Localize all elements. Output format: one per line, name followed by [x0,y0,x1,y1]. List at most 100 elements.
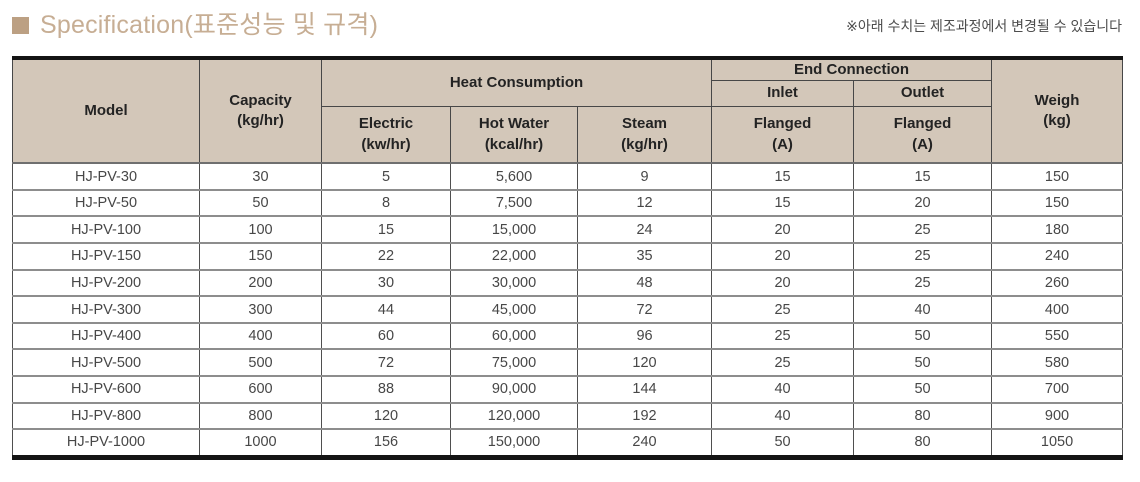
cell-electric: 88 [321,375,451,403]
cell-model: HJ-PV-200 [12,268,200,297]
table-row: HJ-PV-400 400 60 60,000 96 25 50 550 [12,321,1124,350]
col-header-capacity-unit: (kg/hr) [237,111,284,129]
col-header-weight-label: Weigh [1034,91,1080,109]
cell-electric: 5 [321,162,451,190]
cell-electric: 120 [321,401,451,430]
cell-outlet: 80 [853,428,993,458]
cell-weight: 180 [991,215,1124,244]
table-row: HJ-PV-800 800 120 120,000 192 40 80 900 [12,401,1124,430]
cell-outlet: 25 [853,215,993,244]
col-header-hot-water-label: Hot Water [478,115,550,133]
header-row-1: Model Capacity (kg/hr) Heat Consumption … [12,57,1124,164]
cell-steam: 96 [576,321,713,350]
cell-model: HJ-PV-1000 [12,428,200,458]
cell-outlet: 20 [853,188,993,217]
specification-table: Model Capacity (kg/hr) Heat Consumption … [12,55,1124,460]
cell-electric: 60 [321,321,451,350]
table-row: HJ-PV-500 500 72 75,000 120 25 50 580 [12,348,1124,376]
col-header-inlet-flanged: Flanged (A) [711,105,855,164]
cell-model: HJ-PV-150 [12,242,200,270]
header-row-3: Electric (kw/hr) Hot Water (kcal/hr) Ste… [13,105,1123,164]
section-heading: Specification(표준성능 및 규격) [12,11,379,40]
cell-model: HJ-PV-500 [12,348,200,376]
cell-electric: 15 [321,215,451,244]
table-row: HJ-PV-200 200 30 30,000 48 20 25 260 [12,268,1124,297]
cell-weight: 1050 [991,428,1124,458]
col-header-weight: Weigh (kg) [991,57,1124,164]
col-header-electric-label: Electric [358,115,414,133]
cell-capacity: 300 [199,295,322,323]
cell-capacity: 150 [199,242,322,270]
cell-model: HJ-PV-400 [12,321,200,350]
cell-steam: 144 [576,375,713,403]
table-row: HJ-PV-100 100 15 15,000 24 20 25 180 [12,215,1124,244]
cell-outlet: 50 [853,375,993,403]
cell-outlet: 15 [853,162,993,190]
table-row: HJ-PV-30 30 5 5,600 9 15 15 150 [12,162,1124,190]
header-row-2: Inlet Outlet [13,79,1123,107]
cell-steam: 24 [576,215,713,244]
cell-inlet: 40 [711,401,855,430]
cell-weight: 150 [991,162,1124,190]
cell-hot_water: 150,000 [450,428,578,458]
col-header-inlet-flanged-label: Flanged [753,115,812,133]
cell-model: HJ-PV-600 [12,375,200,403]
col-header-outlet: Outlet [853,79,993,107]
cell-electric: 30 [321,268,451,297]
col-header-electric: Electric (kw/hr) [321,105,451,164]
col-header-hot-water-unit: (kcal/hr) [484,135,544,153]
cell-steam: 12 [576,188,713,217]
cell-outlet: 80 [853,401,993,430]
col-header-outlet-flanged-label: Flanged [893,115,952,133]
col-header-steam-label: Steam [621,115,668,133]
col-header-capacity: Capacity (kg/hr) [199,57,322,164]
cell-steam: 240 [576,428,713,458]
cell-inlet: 25 [711,321,855,350]
section-bullet-icon [12,17,29,35]
col-header-steam: Steam (kg/hr) [576,105,713,164]
cell-capacity: 600 [199,375,322,403]
col-header-inlet-flanged-unit: (A) [772,135,793,153]
col-header-weight-unit: (kg) [1043,111,1071,129]
table-header: Model Capacity (kg/hr) Heat Consumption … [12,57,1124,164]
cell-hot_water: 15,000 [450,215,578,244]
cell-weight: 260 [991,268,1124,297]
page-title: Specification(표준성능 및 규격) [40,11,379,39]
cell-capacity: 400 [199,321,322,350]
cell-inlet: 20 [711,215,855,244]
cell-hot_water: 30,000 [450,268,578,297]
table-row: HJ-PV-50 50 8 7,500 12 15 20 150 [12,188,1124,217]
cell-model: HJ-PV-100 [12,215,200,244]
cell-steam: 9 [576,162,713,190]
cell-inlet: 20 [711,242,855,270]
cell-inlet: 25 [711,348,855,376]
cell-inlet: 50 [711,428,855,458]
cell-hot_water: 22,000 [450,242,578,270]
cell-outlet: 25 [853,268,993,297]
cell-electric: 22 [321,242,451,270]
cell-steam: 48 [576,268,713,297]
spec-sheet-page: Specification(표준성능 및 규격) ※아래 수치는 제조과정에서 … [12,11,1124,460]
cell-capacity: 200 [199,268,322,297]
table-row: HJ-PV-600 600 88 90,000 144 40 50 700 [12,375,1124,403]
cell-capacity: 1000 [199,428,322,458]
cell-capacity: 50 [199,188,322,217]
cell-model: HJ-PV-300 [12,295,200,323]
cell-hot_water: 120,000 [450,401,578,430]
cell-weight: 580 [991,348,1124,376]
cell-inlet: 20 [711,268,855,297]
cell-inlet: 25 [711,295,855,323]
disclaimer-note: ※아래 수치는 제조과정에서 변경될 수 있습니다 [846,17,1122,34]
col-header-hot-water: Hot Water (kcal/hr) [450,105,578,164]
col-header-model: Model [12,57,200,164]
col-header-capacity-label: Capacity [229,91,292,109]
cell-weight: 150 [991,188,1124,217]
cell-inlet: 15 [711,188,855,217]
table-row: HJ-PV-1000 1000 156 150,000 240 50 80 1050 [12,428,1124,458]
cell-electric: 156 [321,428,451,458]
cell-model: HJ-PV-50 [12,188,200,217]
cell-weight: 240 [991,242,1124,270]
col-header-electric-unit: (kw/hr) [361,135,411,153]
cell-weight: 700 [991,375,1124,403]
cell-inlet: 15 [711,162,855,190]
